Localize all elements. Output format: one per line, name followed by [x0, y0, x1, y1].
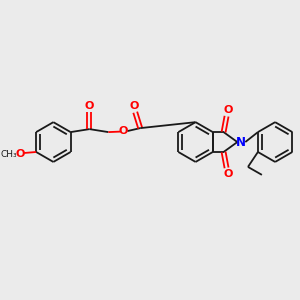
Text: O: O	[224, 169, 233, 179]
Text: CH₃: CH₃	[1, 151, 18, 160]
Text: O: O	[224, 105, 233, 115]
Text: O: O	[118, 126, 128, 136]
Text: O: O	[16, 149, 25, 159]
Text: O: O	[130, 101, 139, 111]
Text: N: N	[236, 136, 246, 148]
Text: O: O	[85, 101, 94, 111]
